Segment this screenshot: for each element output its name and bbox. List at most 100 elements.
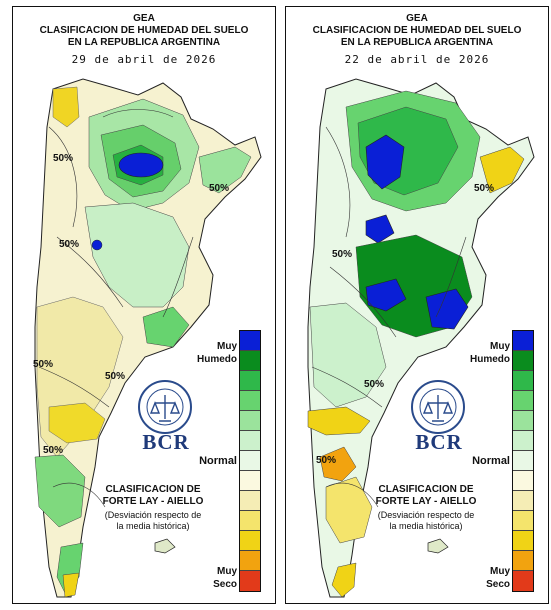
very-wet-zone-east bbox=[425, 288, 469, 330]
legend-swatch-levemente-humedo bbox=[513, 431, 533, 451]
humid-zone-patagonia bbox=[34, 454, 86, 528]
classification-line-1: CLASIFICACION DE bbox=[105, 484, 201, 495]
legend-bottom-word-1: Muy bbox=[490, 566, 510, 577]
legend-color-scale bbox=[512, 330, 534, 592]
legend-swatch-humedo-2 bbox=[240, 391, 260, 411]
title-line-2: EN LA REPUBLICA ARGENTINA bbox=[67, 37, 221, 48]
legend-swatch-muy-humedo-1 bbox=[513, 371, 533, 391]
dry-zone-southtip bbox=[331, 562, 357, 598]
legend-swatch-seco-2 bbox=[240, 531, 260, 551]
legend-bottom-word-2: Seco bbox=[213, 579, 237, 590]
classification-note-1: (Desviación respecto de bbox=[104, 510, 202, 520]
country-shape bbox=[307, 78, 535, 598]
contour-label: 50% bbox=[105, 371, 125, 382]
humid-zone-east bbox=[198, 146, 252, 194]
very-wet-spot bbox=[118, 152, 164, 178]
contour-label: 50% bbox=[43, 445, 63, 456]
legend-top-word-1: Muy bbox=[490, 341, 510, 352]
contour-label: 50% bbox=[209, 183, 229, 194]
soil-moisture-map-right: 50% 50% 50% 50% bbox=[307, 78, 535, 598]
bcr-wordmark: BCR bbox=[142, 430, 190, 454]
legend-swatch-muy-seco-2 bbox=[240, 571, 260, 591]
legend-swatch-muy-humedo-2 bbox=[513, 351, 533, 371]
dry-zone-northwest bbox=[52, 86, 80, 128]
dry-zone-south bbox=[325, 476, 373, 544]
legend-swatch-normal bbox=[513, 471, 533, 491]
classification-line-2: FORTE LAY - AIELLO bbox=[102, 496, 204, 507]
map-date: 29 de abril de 2026 bbox=[71, 53, 217, 66]
legend-swatch-humedo-1 bbox=[240, 411, 260, 431]
contour-lines bbox=[311, 126, 467, 508]
legend-bottom-label: Muy Seco bbox=[458, 565, 510, 591]
wet-spot-small bbox=[91, 239, 103, 251]
legend-swatch-humedo-1 bbox=[513, 411, 533, 431]
map-date: 22 de abril de 2026 bbox=[344, 53, 490, 66]
wet-zone-south bbox=[142, 306, 190, 348]
bcr-seal-logo bbox=[411, 380, 465, 434]
dry-zone-south-tip bbox=[62, 572, 80, 598]
legend-swatch-humedo-2 bbox=[513, 391, 533, 411]
humid-zone-pampas bbox=[84, 202, 190, 308]
legend-top-word-1: Muy bbox=[217, 341, 237, 352]
dry-zone-patagonia bbox=[48, 402, 106, 444]
very-wet-zone-pampas bbox=[365, 278, 407, 312]
org-label: GEA bbox=[133, 13, 155, 24]
legend-swatch-muy-seco-2 bbox=[513, 571, 533, 591]
bcr-wordmark: BCR bbox=[415, 430, 463, 454]
title-line-1: CLASIFICACION DE HUMEDAD DEL SUELO bbox=[39, 25, 249, 36]
legend-swatch-normal-humedo bbox=[513, 451, 533, 471]
map-panel-right: GEA CLASIFICACION DE HUMEDAD DEL SUELO E… bbox=[285, 6, 549, 604]
contour-label: 50% bbox=[59, 239, 79, 250]
contour-lines bbox=[38, 109, 194, 508]
classification-note-2: la media histórica) bbox=[116, 521, 190, 531]
legend-middle-label: Normal bbox=[472, 455, 510, 467]
legend-top-word-2: Humedo bbox=[197, 354, 237, 365]
legend-swatch-muy-humedo-3 bbox=[513, 331, 533, 351]
very-wet-zone-center bbox=[365, 214, 395, 244]
legend-middle-label: Normal bbox=[199, 455, 237, 467]
legend-top-label: Muy Humedo bbox=[448, 340, 510, 366]
legend-bottom-word-1: Muy bbox=[217, 566, 237, 577]
bcr-seal-logo bbox=[138, 380, 192, 434]
legend-bottom-word-2: Seco bbox=[486, 579, 510, 590]
title-line-1: CLASIFICACION DE HUMEDAD DEL SUELO bbox=[312, 25, 522, 36]
legend-swatch-normal-humedo bbox=[240, 451, 260, 471]
classification-note-1: (Desviación respecto de bbox=[377, 510, 475, 520]
very-wet-zone-north bbox=[365, 134, 405, 190]
classification-line-1: CLASIFICACION DE bbox=[378, 484, 474, 495]
moderate-dry-zone bbox=[319, 446, 357, 482]
classification-note-2: la media histórica) bbox=[389, 521, 463, 531]
title-line-2: EN LA REPUBLICA ARGENTINA bbox=[340, 37, 494, 48]
legend-swatch-muy-seco-1 bbox=[240, 551, 260, 571]
legend-color-scale bbox=[239, 330, 261, 592]
legend-swatch-muy-seco-1 bbox=[513, 551, 533, 571]
legend-swatch-normal bbox=[240, 471, 260, 491]
humid-zone-east bbox=[479, 146, 525, 194]
contour-label: 50% bbox=[53, 153, 73, 164]
soil-moisture-map-left: 50% 50% 50% 50% 50% 50% bbox=[33, 78, 262, 598]
classification-note: (Desviación respecto de la media históri… bbox=[91, 510, 215, 532]
legend-swatch-levemente-seco bbox=[240, 491, 260, 511]
classification-line-2: FORTE LAY - AIELLO bbox=[375, 496, 477, 507]
dry-zone-patagonia bbox=[307, 406, 371, 436]
legend-top-label: Muy Humedo bbox=[175, 340, 237, 366]
malvinas-islands bbox=[154, 538, 176, 554]
classification-note: (Desviación respecto de la media históri… bbox=[364, 510, 488, 532]
legend-swatch-seco-2 bbox=[513, 531, 533, 551]
classification-title: CLASIFICACION DE FORTE LAY - AIELLO bbox=[91, 484, 215, 508]
malvinas-islands bbox=[427, 538, 449, 554]
legend-swatch-muy-humedo-3 bbox=[240, 331, 260, 351]
legend-swatch-seco-1 bbox=[513, 511, 533, 531]
legend-swatch-seco-1 bbox=[240, 511, 260, 531]
humid-zone-patagonia bbox=[309, 302, 387, 408]
classification-title: CLASIFICACION DE FORTE LAY - AIELLO bbox=[364, 484, 488, 508]
legend-swatch-muy-humedo-1 bbox=[240, 371, 260, 391]
contour-label: 50% bbox=[332, 249, 352, 260]
contour-label: 50% bbox=[33, 359, 53, 370]
map-panel-left: GEA CLASIFICACION DE HUMEDAD DEL SUELO E… bbox=[12, 6, 276, 604]
org-label: GEA bbox=[406, 13, 428, 24]
legend-top-word-2: Humedo bbox=[470, 354, 510, 365]
contour-label: 50% bbox=[316, 455, 336, 466]
legend-bottom-label: Muy Seco bbox=[185, 565, 237, 591]
